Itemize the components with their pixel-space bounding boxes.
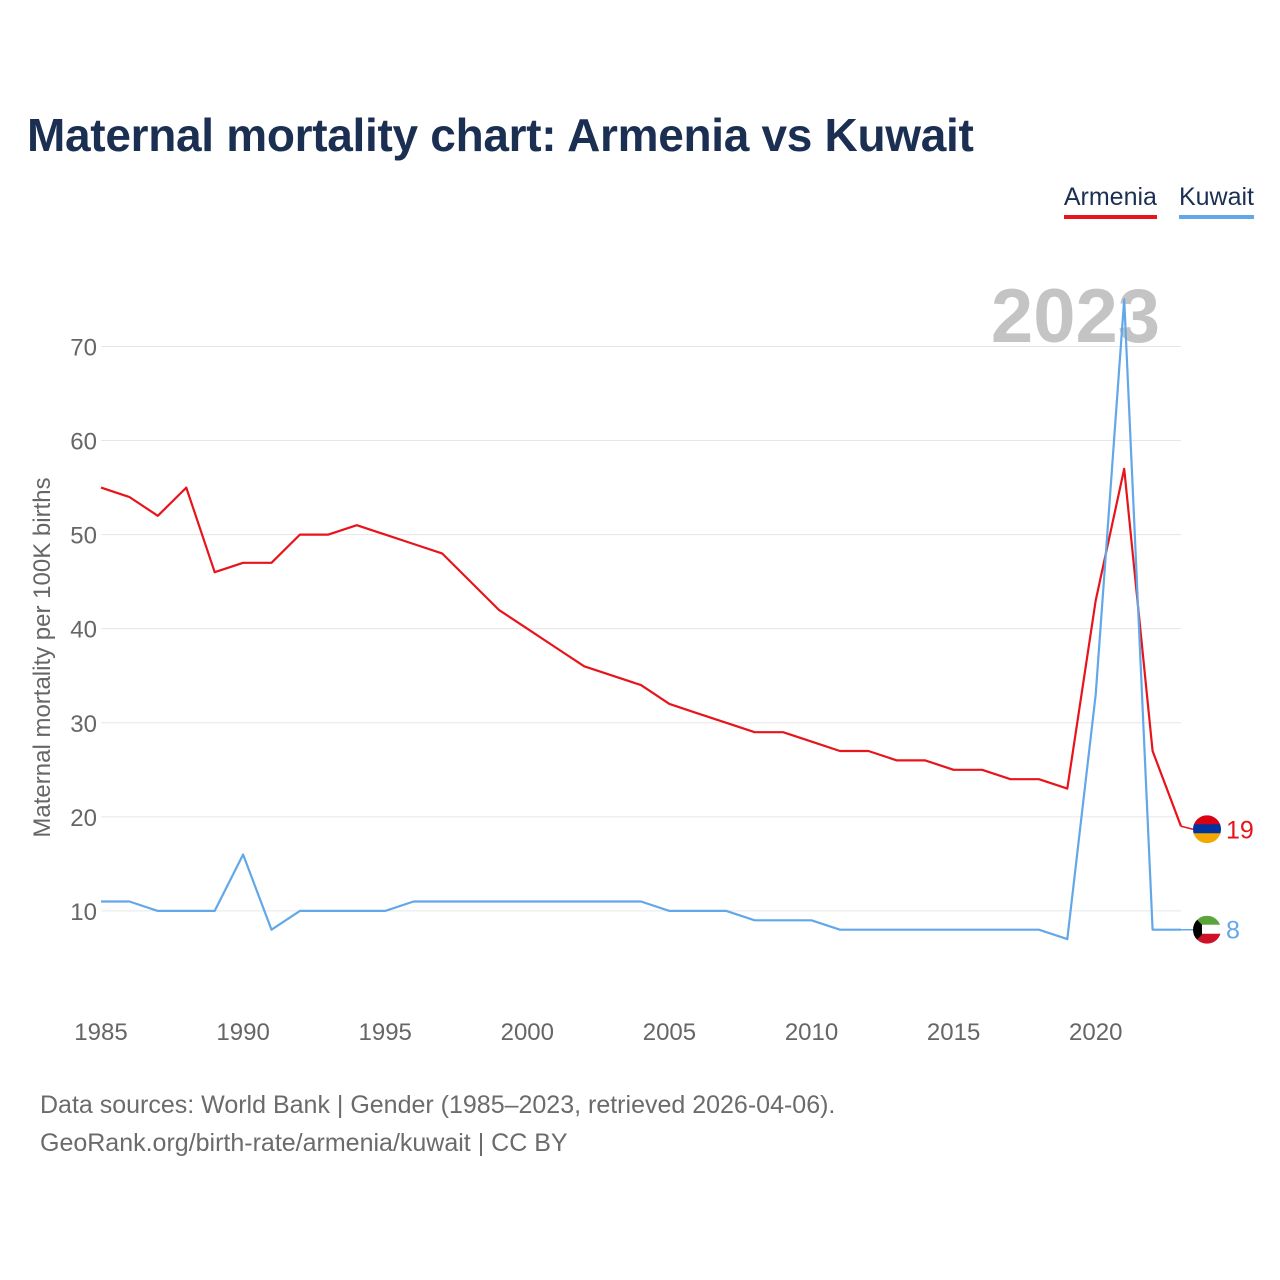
chart-title: Maternal mortality chart: Armenia vs Kuw… xyxy=(27,109,974,161)
legend: Armenia Kuwait xyxy=(1063,183,1254,219)
x-tick-label: 1995 xyxy=(359,1019,412,1046)
x-tick-label: 2020 xyxy=(1069,1019,1122,1046)
y-tick-label: 20 xyxy=(70,805,97,832)
end-connector-armenia xyxy=(1180,825,1194,830)
footer-link[interactable]: GeoRank.org/birth-rate/armenia/kuwait | … xyxy=(40,1129,568,1157)
x-tick-label: 2000 xyxy=(501,1019,554,1046)
legend-item-kuwait[interactable]: Kuwait xyxy=(1178,183,1254,219)
kuwait-flag-icon xyxy=(1193,915,1221,944)
end-value-label-kuwait: 8 xyxy=(1226,917,1240,945)
x-tick-label: 2005 xyxy=(643,1019,696,1046)
end-value-label-armenia: 19 xyxy=(1226,816,1254,844)
footer-sources: Data sources: World Bank | Gender (1985–… xyxy=(40,1091,836,1119)
y-tick-label: 30 xyxy=(70,711,97,738)
y-tick-label: 40 xyxy=(70,617,97,644)
year-label: 2023 xyxy=(991,274,1160,359)
series-line-armenia xyxy=(100,467,1183,827)
x-tick-label: 2010 xyxy=(785,1019,838,1046)
armenia-flag-icon xyxy=(1193,815,1221,844)
legend-item-armenia[interactable]: Armenia xyxy=(1063,183,1157,219)
y-tick-label: 10 xyxy=(70,899,97,926)
line-chart: 2023 10 20 30 40 50 60 70 1985 1990 1995 2000 2005 20… xyxy=(29,274,1254,1046)
x-tick-label: 1990 xyxy=(216,1019,269,1046)
y-tick-label: 50 xyxy=(70,523,97,550)
x-tick-label: 1985 xyxy=(74,1019,127,1046)
x-tick-label: 2015 xyxy=(927,1019,980,1046)
y-axis-label: Maternal mortality per 100K births xyxy=(29,477,56,837)
y-tick-label: 70 xyxy=(70,334,97,361)
series-line-kuwait xyxy=(101,298,1181,941)
y-tick-label: 60 xyxy=(70,429,97,456)
footer: Data sources: World Bank | Gender (1985–… xyxy=(40,1086,835,1162)
